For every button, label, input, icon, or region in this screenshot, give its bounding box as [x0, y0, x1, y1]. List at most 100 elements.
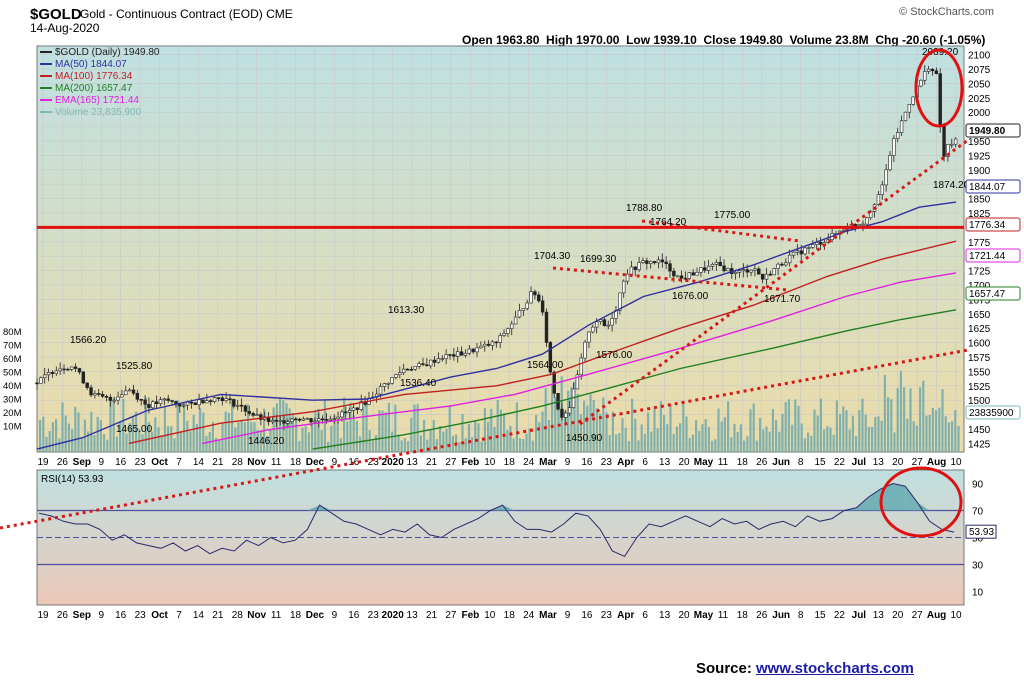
- candle-body: [328, 418, 333, 421]
- volume-bar: [695, 420, 698, 452]
- candle-body: [444, 354, 448, 359]
- rsi-overbought-fill: [880, 483, 893, 511]
- candle-body: [266, 416, 271, 423]
- volume-bar: [266, 436, 269, 452]
- x-tick-label: Nov: [247, 457, 266, 468]
- candle-body: [621, 280, 626, 294]
- rsi-overbought-fill: [856, 497, 869, 511]
- rsi-x-tick-label: 7: [176, 610, 182, 621]
- volume-bar: [426, 439, 429, 452]
- x-tick-label: 18: [290, 457, 302, 468]
- legend-entry: Volume 23,835,900: [55, 107, 142, 118]
- candle-body: [247, 411, 251, 414]
- x-tick-label: 13: [407, 457, 419, 468]
- volume-bar: [839, 414, 842, 452]
- candle-body: [479, 345, 483, 349]
- volume-bar: [608, 435, 611, 452]
- candle-body: [224, 398, 228, 401]
- candle-body: [502, 333, 506, 336]
- candle-body: [633, 266, 637, 270]
- axis-value-label: 1657.47: [969, 289, 1006, 300]
- x-tick-label: 16: [348, 457, 360, 468]
- candle-body: [703, 267, 707, 271]
- candle-body: [780, 263, 784, 266]
- source-link[interactable]: www.stockcharts.com: [756, 660, 914, 677]
- y-tick-label: 1450: [968, 425, 991, 436]
- volume-tick-label: 40M: [3, 381, 22, 392]
- chart-date: 14-Aug-2020: [30, 21, 100, 35]
- volume-bar: [208, 431, 211, 452]
- volume-bar: [458, 441, 461, 452]
- volume-bar: [784, 402, 787, 452]
- candle-body: [494, 341, 499, 344]
- rsi-tick-label: 90: [972, 480, 984, 491]
- candle-body: [236, 404, 240, 407]
- rsi-x-tick-label: 13: [407, 610, 419, 621]
- candle-body: [726, 268, 730, 272]
- volume-bar: [890, 399, 893, 452]
- volume-bar: [307, 432, 310, 452]
- candle-body: [602, 319, 607, 326]
- price-annotation: 1576.00: [596, 350, 633, 361]
- candle-body: [730, 268, 734, 274]
- volume-bar: [199, 407, 202, 452]
- rsi-x-tick-label: Nov: [247, 610, 266, 621]
- candle-body: [100, 393, 105, 397]
- rsi-tick-label: 50: [972, 534, 984, 545]
- candle-body: [367, 397, 371, 405]
- chart-title: Gold - Continuous Contract (EOD) CME: [80, 7, 293, 21]
- candle-body: [764, 273, 769, 280]
- volume-bar: [938, 407, 941, 452]
- y-tick-label: 1775: [968, 238, 991, 249]
- candle-body: [529, 291, 533, 304]
- volume-bar: [192, 414, 195, 452]
- rsi-x-tick-label: 15: [814, 610, 826, 621]
- volume-bar: [128, 423, 131, 452]
- rsi-value-box: [965, 524, 997, 539]
- volume-bar: [535, 414, 538, 452]
- volume-bar: [423, 419, 426, 452]
- candle-body: [811, 244, 815, 248]
- candle-body: [625, 273, 630, 282]
- rsi-x-tick-label: 9: [565, 610, 571, 621]
- volume-bar: [365, 401, 368, 452]
- volume-bar: [109, 399, 112, 452]
- candle-body: [286, 421, 290, 424]
- volume-bar: [624, 427, 627, 452]
- candle-body: [313, 420, 317, 423]
- candle-body: [320, 418, 325, 421]
- legend-entry: MA(100) 1776.34: [55, 71, 133, 82]
- x-tick-label: Mar: [539, 457, 557, 468]
- volume-bar: [487, 421, 490, 452]
- volume-bar: [349, 402, 352, 452]
- y-tick-label: 1675: [968, 295, 991, 306]
- legend-entry: MA(50) 1844.07: [55, 59, 127, 70]
- candle-body: [255, 414, 259, 416]
- volume-bar: [247, 404, 250, 452]
- candle-body: [691, 272, 695, 276]
- candle-body: [317, 418, 321, 422]
- rsi-overbought-fill: [844, 507, 857, 511]
- volume-bar: [957, 425, 960, 452]
- candle-body: [760, 273, 765, 280]
- x-tick-label: 8: [798, 457, 804, 468]
- volume-bar: [803, 438, 806, 452]
- candle-body: [181, 404, 186, 407]
- volume-bar: [787, 399, 790, 452]
- candle-body: [826, 239, 830, 243]
- volume-bar: [253, 422, 256, 452]
- x-tick-label: 13: [659, 457, 671, 468]
- volume-bar: [653, 408, 656, 452]
- candle-body: [521, 308, 526, 311]
- volume-bar: [122, 398, 125, 452]
- candle-body: [189, 401, 194, 404]
- price-annotation: 1525.80: [116, 361, 153, 372]
- candle-body: [795, 250, 800, 253]
- x-tick-label: 18: [504, 457, 516, 468]
- volume-bar: [583, 400, 586, 452]
- volume-bar: [832, 434, 835, 452]
- axis-value-box: [965, 405, 1021, 420]
- legend-entry: $GOLD (Daily) 1949.80: [55, 47, 160, 58]
- volume-bar: [455, 434, 458, 452]
- x-tick-label: 19: [37, 457, 49, 468]
